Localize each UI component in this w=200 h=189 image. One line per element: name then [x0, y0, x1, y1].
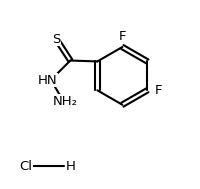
Text: F: F: [119, 30, 126, 43]
Text: H: H: [65, 160, 75, 173]
Text: F: F: [155, 84, 162, 97]
Text: NH₂: NH₂: [53, 95, 78, 108]
Text: Cl: Cl: [19, 160, 32, 173]
Text: HN: HN: [38, 74, 58, 87]
Text: S: S: [52, 33, 61, 46]
